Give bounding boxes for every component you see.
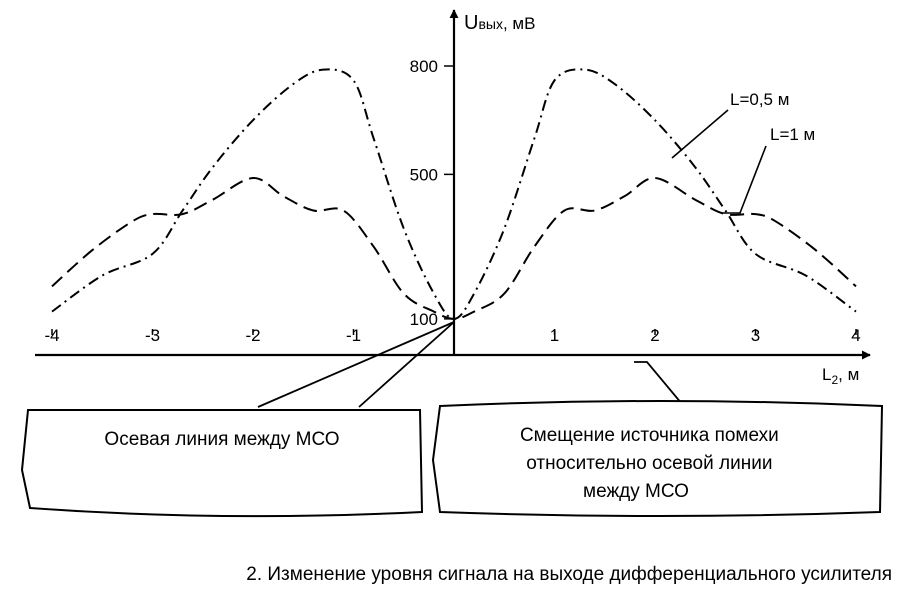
callout-right-line-1: Смещение источника помехи — [520, 425, 779, 446]
callout-right-line-2: относительно осевой линии — [526, 453, 772, 474]
callout-left-pointer — [257, 321, 455, 408]
x-axis-title-unit: , м — [838, 365, 859, 384]
x-tick-label: 4 — [851, 326, 860, 345]
callout-right-line-3: между МСО — [583, 481, 689, 502]
callout-left-text: Осевая линия между МСО — [104, 429, 339, 450]
y-tick-label: 500 — [410, 165, 438, 184]
series-label-leader-l-1 — [722, 145, 767, 214]
y-ticks: 100 500 800 — [410, 57, 454, 329]
callout-right-pointer — [634, 361, 683, 405]
x-tick-label: 2 — [650, 326, 659, 345]
x-tick-label: -2 — [245, 326, 260, 345]
x-axis-title-main: L — [822, 365, 831, 384]
series-label-l-1: L=1 м — [770, 125, 815, 144]
y-axis-title-sub: вых — [478, 16, 503, 32]
series-label-l-0-5: L=0,5 м — [730, 90, 789, 109]
callout-right-text: Смещение источника помехи относительно о… — [520, 425, 784, 502]
series-label-leader-l-0-5 — [671, 109, 729, 159]
x-tick-label: 1 — [550, 326, 559, 345]
y-axis-title-unit: , мВ — [503, 14, 535, 33]
x-tick-label: -4 — [44, 326, 59, 345]
callout-left-box — [20, 409, 424, 518]
y-axis-title: Uвых, мВ — [464, 12, 535, 34]
series-line-l-1 — [51, 176, 857, 320]
x-tick-label: -3 — [145, 326, 160, 345]
callout-right-box — [431, 400, 884, 517]
y-tick-label: 100 — [410, 310, 438, 329]
x-tick-label: 3 — [751, 326, 760, 345]
x-axis-title-sub: 2 — [831, 373, 838, 387]
y-axis-title-main: U — [464, 12, 478, 34]
x-tick-label: -1 — [346, 326, 361, 345]
x-ticks: -4 -3 -2 -1 1 2 3 4 — [44, 326, 860, 345]
y-tick-label: 800 — [410, 57, 438, 76]
figure-caption: 2. Изменение уровня сигнала на выходе ди… — [246, 564, 892, 585]
x-axis-title: L2, м — [822, 365, 859, 387]
